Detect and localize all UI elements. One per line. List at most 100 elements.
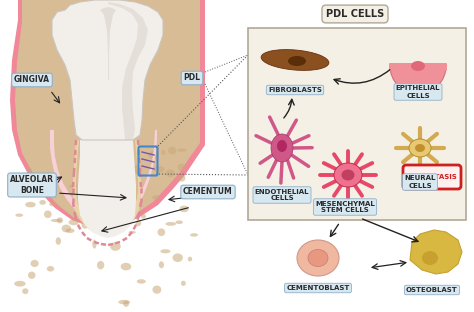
Ellipse shape: [16, 213, 23, 217]
Ellipse shape: [109, 196, 119, 200]
Ellipse shape: [22, 288, 28, 294]
Ellipse shape: [128, 231, 136, 234]
Text: CEMENTOBLAST: CEMENTOBLAST: [286, 285, 350, 291]
FancyBboxPatch shape: [248, 28, 466, 220]
Ellipse shape: [136, 220, 141, 226]
Polygon shape: [410, 230, 462, 274]
Polygon shape: [73, 140, 108, 236]
Text: HEMOSTASIS: HEMOSTASIS: [407, 174, 457, 180]
Ellipse shape: [44, 211, 52, 218]
Ellipse shape: [175, 220, 183, 224]
Ellipse shape: [130, 165, 142, 174]
Ellipse shape: [39, 200, 46, 205]
Ellipse shape: [178, 174, 185, 182]
Ellipse shape: [25, 202, 36, 207]
Ellipse shape: [409, 139, 431, 157]
Text: ENDOTHELIAL
CELLS: ENDOTHELIAL CELLS: [255, 188, 309, 202]
FancyBboxPatch shape: [389, 63, 447, 71]
Ellipse shape: [173, 253, 183, 262]
Ellipse shape: [83, 152, 90, 160]
Ellipse shape: [271, 134, 293, 162]
Ellipse shape: [168, 147, 176, 154]
Ellipse shape: [118, 300, 130, 304]
Wedge shape: [390, 66, 446, 94]
Ellipse shape: [97, 261, 104, 269]
Text: EPITHELIAL
CELLS: EPITHELIAL CELLS: [396, 85, 440, 99]
Polygon shape: [15, 0, 200, 225]
Ellipse shape: [30, 260, 39, 267]
Ellipse shape: [161, 150, 165, 155]
Polygon shape: [78, 140, 136, 238]
Ellipse shape: [123, 300, 129, 307]
Polygon shape: [108, 2, 148, 140]
Ellipse shape: [154, 166, 164, 173]
Text: PDL: PDL: [183, 74, 201, 82]
Ellipse shape: [14, 281, 26, 287]
Ellipse shape: [27, 167, 32, 173]
Ellipse shape: [49, 202, 56, 206]
Ellipse shape: [110, 242, 121, 251]
Ellipse shape: [47, 266, 54, 271]
Text: NEURAL
CELLS: NEURAL CELLS: [404, 175, 436, 188]
Text: OSTEOBLAST: OSTEOBLAST: [406, 287, 458, 293]
Ellipse shape: [191, 187, 196, 195]
Ellipse shape: [157, 228, 165, 236]
Ellipse shape: [19, 188, 26, 192]
Text: FIBROBLASTS: FIBROBLASTS: [268, 87, 322, 93]
Ellipse shape: [82, 221, 89, 229]
Ellipse shape: [411, 61, 425, 71]
Ellipse shape: [69, 184, 78, 188]
Ellipse shape: [51, 219, 62, 222]
Ellipse shape: [334, 163, 362, 187]
Ellipse shape: [137, 279, 146, 284]
Ellipse shape: [190, 233, 198, 236]
Text: ALVEOLAR
BONE: ALVEOLAR BONE: [10, 175, 54, 195]
Ellipse shape: [152, 195, 161, 200]
Ellipse shape: [178, 163, 186, 171]
Ellipse shape: [308, 250, 328, 266]
Ellipse shape: [115, 170, 119, 175]
Ellipse shape: [57, 217, 63, 223]
Ellipse shape: [422, 251, 438, 265]
Ellipse shape: [341, 169, 355, 181]
Ellipse shape: [148, 151, 158, 160]
Ellipse shape: [122, 189, 131, 197]
Ellipse shape: [177, 149, 187, 152]
Polygon shape: [100, 7, 116, 80]
Ellipse shape: [92, 240, 97, 249]
Ellipse shape: [28, 271, 36, 279]
Polygon shape: [50, 130, 108, 228]
Ellipse shape: [55, 237, 61, 245]
Ellipse shape: [65, 228, 74, 233]
Ellipse shape: [288, 56, 306, 66]
Polygon shape: [108, 130, 157, 231]
Text: MESENCHYMAL
STEM CELLS: MESENCHYMAL STEM CELLS: [315, 201, 375, 213]
Text: GINGIVA: GINGIVA: [14, 76, 50, 85]
Ellipse shape: [188, 257, 192, 261]
Ellipse shape: [261, 50, 329, 71]
Polygon shape: [52, 0, 163, 140]
Text: CEMENTUM: CEMENTUM: [183, 188, 233, 197]
Ellipse shape: [121, 263, 131, 271]
Ellipse shape: [165, 222, 176, 226]
Ellipse shape: [36, 182, 46, 185]
Ellipse shape: [69, 219, 79, 225]
Text: PDL CELLS: PDL CELLS: [326, 9, 384, 19]
FancyBboxPatch shape: [403, 165, 461, 189]
Polygon shape: [108, 140, 141, 236]
Ellipse shape: [80, 212, 86, 218]
Ellipse shape: [159, 261, 164, 268]
Ellipse shape: [141, 214, 146, 219]
Ellipse shape: [119, 180, 130, 188]
Ellipse shape: [180, 206, 189, 212]
Ellipse shape: [277, 140, 287, 152]
Ellipse shape: [62, 225, 71, 232]
Polygon shape: [10, 0, 205, 228]
Ellipse shape: [415, 144, 425, 152]
Ellipse shape: [297, 240, 339, 276]
Ellipse shape: [181, 281, 186, 286]
Ellipse shape: [95, 201, 104, 207]
Ellipse shape: [153, 285, 161, 294]
Ellipse shape: [160, 249, 171, 253]
Ellipse shape: [165, 169, 175, 177]
